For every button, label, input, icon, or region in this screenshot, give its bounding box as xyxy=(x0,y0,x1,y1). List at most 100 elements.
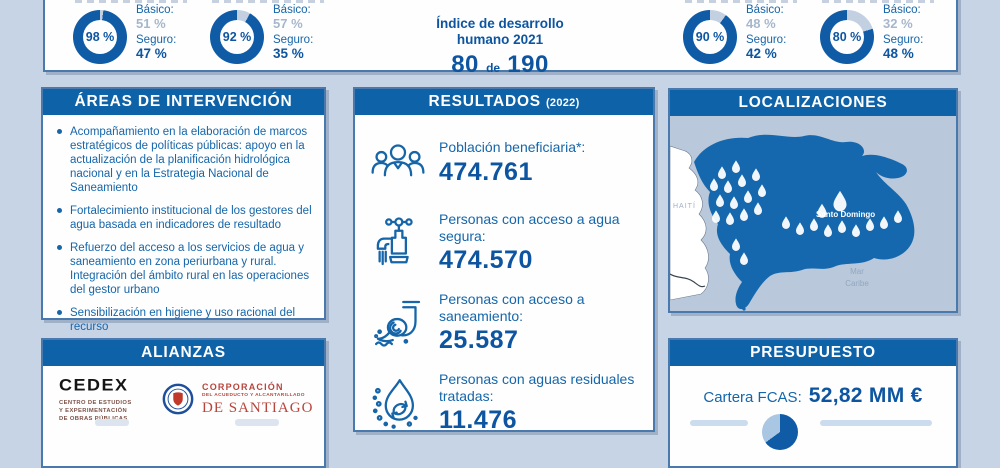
sea-label-line2: Caribe xyxy=(845,279,869,288)
areas-de-intervencion-panel: ÁREAS DE INTERVENCIÓN Acompañamiento en … xyxy=(41,87,326,333)
cut-off-text-hint xyxy=(820,420,932,426)
cut-off-pie-chart-hint xyxy=(762,414,798,450)
donut-group-sanitation-access: 92 % Básico: 57 % Seguro: 35 % xyxy=(210,0,331,64)
partner-logos-row: CEDEX CENTRO DE ESTUDIOS Y EXPERIMENTACI… xyxy=(43,366,324,423)
basico-label: Básico: xyxy=(883,4,921,16)
result-row: Personas con aguas residuales tratadas: … xyxy=(355,371,653,435)
basico-label: Básico: xyxy=(273,4,311,16)
cedex-subtitle: CENTRO DE ESTUDIOS Y EXPERIMENTACIÓN DE … xyxy=(59,400,132,423)
seguro-value: 47 % xyxy=(136,45,167,61)
coraasan-logo: CORPORACIÓN DEL ACUEDUCTO Y ALCANTARILLA… xyxy=(161,382,313,416)
seguro-value: 42 % xyxy=(746,45,777,61)
result-row: Población beneficiaria*: 474.761 xyxy=(355,131,653,195)
cut-off-text-remnant xyxy=(212,0,324,3)
result-label: Población beneficiaria*: xyxy=(439,139,586,156)
cut-off-text-remnant xyxy=(822,0,934,3)
donut-group-rural: 80 % Básico: 32 % Seguro: 48 % xyxy=(820,0,941,64)
donut-breakdown: Básico: 51 % Seguro: 47 % xyxy=(136,2,194,61)
donut-percentage: 80 % xyxy=(832,30,862,44)
donut-group-urban: 90 % Básico: 48 % Seguro: 42 % xyxy=(683,0,804,64)
water-tap-icon xyxy=(369,215,427,271)
localizaciones-panel: LOCALIZACIONES HAITÍ xyxy=(668,88,958,313)
panel-title: ÁREAS DE INTERVENCIÓN xyxy=(43,89,324,115)
donut-breakdown: Básico: 57 % Seguro: 35 % xyxy=(273,2,331,61)
seguro-label: Seguro: xyxy=(883,33,924,46)
hdi-rank: 80 de 190 xyxy=(375,51,625,79)
haiti-label: HAITÍ xyxy=(673,201,696,210)
result-label: Personas con acceso a saneamiento: xyxy=(439,291,585,324)
result-value: 11.476 xyxy=(439,405,518,434)
seguro-label: Seguro: xyxy=(136,33,177,46)
sewer-pipe-icon xyxy=(369,295,427,351)
haiti-landmass xyxy=(670,145,709,301)
sea-label: Mar Caribe xyxy=(845,267,869,288)
result-value: 474.570 xyxy=(439,245,533,274)
basico-label: Básico: xyxy=(746,4,784,16)
bullet-item: Refuerzo del acceso a los servicios de a… xyxy=(55,241,312,297)
result-value: 474.761 xyxy=(439,157,533,186)
seguro-value: 48 % xyxy=(883,45,914,61)
haiti-south-coastline xyxy=(670,273,706,288)
panel-title: PRESUPUESTO xyxy=(670,340,956,366)
donut-percentage: 92 % xyxy=(222,30,252,44)
resultados-panel: RESULTADOS (2022) Población beneficiaria*… xyxy=(353,87,655,435)
cedex-wordmark: CEDEX xyxy=(59,375,129,395)
donut-chart: 90 % xyxy=(683,10,737,64)
budget-label: Cartera FCAS: xyxy=(703,389,802,406)
basico-value: 32 % xyxy=(883,16,913,32)
budget-row: Cartera FCAS: 52,82 MM € xyxy=(670,384,956,408)
cut-off-text-remnant xyxy=(75,0,187,3)
cedex-logo: CEDEX CENTRO DE ESTUDIOS Y EXPERIMENTACI… xyxy=(59,375,145,423)
hdi-total-value: 190 xyxy=(507,50,549,78)
dominican-republic-map: HAITÍ xyxy=(670,116,956,311)
panel-title: RESULTADOS (2022) xyxy=(355,89,653,115)
donut-chart: 92 % xyxy=(210,10,264,64)
hdi-title-line2: humano 2021 xyxy=(456,31,544,47)
coraasan-line3: DE SANTIAGO xyxy=(202,399,314,416)
seguro-value: 35 % xyxy=(273,45,304,61)
seguro-label: Seguro: xyxy=(746,33,787,46)
sea-label-line1: Mar xyxy=(850,267,864,276)
result-label: Personas con aguas residuales tratadas: xyxy=(439,371,635,404)
result-row: Personas con acceso a agua segura: 474.5… xyxy=(355,211,653,275)
top-stats-strip: 98 % Básico: 51 % Seguro: 47 % 92 % Bási… xyxy=(43,0,958,78)
panel-title: LOCALIZACIONES xyxy=(670,90,956,116)
human-development-index: Índice de desarrollo humano 2021 80 de 1… xyxy=(375,16,625,79)
coraasan-line1: CORPORACIÓN xyxy=(202,381,284,392)
small-island xyxy=(742,307,746,311)
donut-breakdown: Básico: 48 % Seguro: 42 % xyxy=(746,2,804,61)
coraasan-emblem-icon xyxy=(162,383,194,415)
bullet-item: Acompañamiento en la elaboración de marc… xyxy=(55,125,312,195)
result-row: Personas con acceso a saneamiento: 25.58… xyxy=(355,291,653,355)
hdi-connector: de xyxy=(486,60,501,75)
intervention-bullet-list: Acompañamiento en la elaboración de marc… xyxy=(55,125,312,334)
hdi-rank-value: 80 xyxy=(451,50,479,78)
basico-label: Básico: xyxy=(136,4,174,16)
bullet-item: Sensibilización en higiene y uso raciona… xyxy=(55,306,312,334)
cut-off-text-remnant xyxy=(685,0,797,3)
coraasan-line2: DEL ACUEDUCTO Y ALCANTARILLADO xyxy=(202,392,305,398)
basico-value: 57 % xyxy=(273,16,303,32)
alianzas-panel: ALIANZAS CEDEX CENTRO DE ESTUDIOS Y EXPE… xyxy=(41,338,326,468)
seguro-label: Seguro: xyxy=(273,33,314,46)
panel-title: ALIANZAS xyxy=(43,340,324,366)
presupuesto-panel: PRESUPUESTO Cartera FCAS: 52,82 MM € xyxy=(668,338,958,468)
donut-chart: 80 % xyxy=(820,10,874,64)
dominican-republic-landmass xyxy=(694,134,915,310)
basico-value: 51 % xyxy=(136,16,166,32)
result-label: Personas con acceso a agua segura: xyxy=(439,211,620,244)
cut-off-text-hint xyxy=(690,420,748,426)
infographic-page: { "colors": { "header_blue": "#0e62a8", … xyxy=(41,0,958,468)
hdi-title-line1: Índice de desarrollo xyxy=(436,16,564,31)
donut-percentage: 98 % xyxy=(85,30,115,44)
budget-value: 52,82 MM € xyxy=(808,384,923,407)
people-group-icon xyxy=(369,135,427,191)
resultados-year: (2022) xyxy=(545,97,580,109)
donut-breakdown: Básico: 32 % Seguro: 48 % xyxy=(883,2,941,61)
donut-percentage: 90 % xyxy=(695,30,725,44)
donut-group-water-access: 98 % Básico: 51 % Seguro: 47 % xyxy=(73,0,194,64)
bullet-item: Fortalecimiento institucional de los ges… xyxy=(55,204,312,232)
basico-value: 48 % xyxy=(746,16,776,32)
result-value: 25.587 xyxy=(439,325,519,354)
santo-domingo-label: Santo Domingo xyxy=(816,210,875,219)
